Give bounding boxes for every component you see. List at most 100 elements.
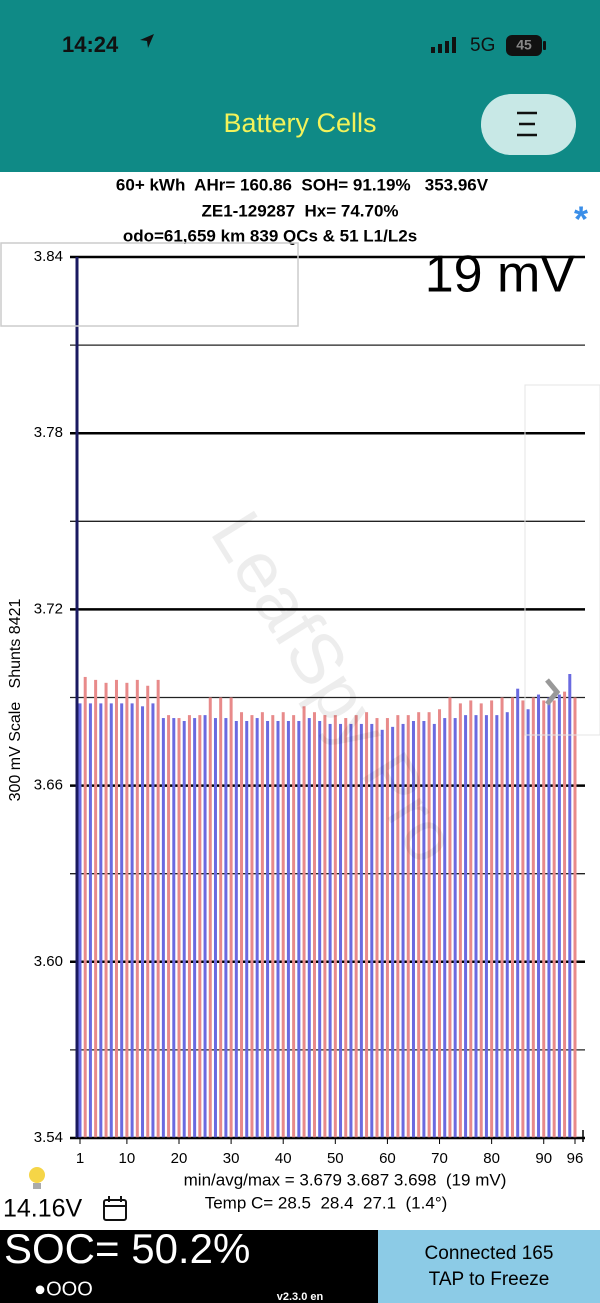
x-tick-label: 40 (275, 1150, 292, 1167)
version: v2.3.0 en (277, 1291, 324, 1303)
x-tick-label: 30 (223, 1150, 240, 1167)
spread-label: 19 mV (425, 246, 576, 304)
x-tick-label: 70 (431, 1150, 448, 1167)
bar (375, 718, 379, 1138)
bar (302, 706, 306, 1138)
bar (469, 700, 473, 1138)
bar (83, 676, 87, 1138)
bar (130, 703, 134, 1138)
chart: 3.54 3.60 3.66 3.72 3.78 3.84 1 10 20 30 40 50 60 70 8… (34, 248, 585, 1167)
bar (109, 703, 113, 1138)
bar (260, 712, 264, 1138)
bar (448, 697, 452, 1138)
bar (213, 718, 217, 1138)
bar (505, 712, 509, 1138)
signal-icon (431, 37, 456, 53)
bar (271, 715, 275, 1138)
bar (245, 720, 249, 1138)
bar (99, 703, 103, 1138)
bar (406, 715, 410, 1138)
menu-button[interactable] (481, 94, 576, 155)
bar (557, 694, 561, 1138)
bar (318, 720, 322, 1138)
bar (312, 712, 316, 1138)
bar (359, 723, 363, 1138)
bar (510, 697, 514, 1138)
bar (167, 715, 171, 1138)
bar (542, 700, 546, 1138)
bar (125, 682, 129, 1138)
bar (464, 715, 468, 1138)
freeze-button[interactable] (378, 1230, 600, 1303)
stats-temp: Temp C= 28.5 28.4 27.1 (1.4°) (205, 1193, 448, 1212)
next-arrow[interactable] (545, 678, 561, 706)
bar (193, 718, 197, 1138)
bar (568, 674, 572, 1138)
bar (370, 723, 374, 1138)
bar (479, 703, 483, 1138)
bar (365, 712, 369, 1138)
bar (78, 703, 82, 1138)
bar (234, 720, 238, 1138)
bar (114, 679, 118, 1138)
bar (422, 720, 426, 1138)
connection-status: Connected 165 (425, 1243, 554, 1264)
bar (411, 720, 415, 1138)
bar (104, 682, 108, 1138)
bar (141, 706, 145, 1138)
x-tick-label: 10 (119, 1150, 136, 1167)
freeze-label[interactable]: TAP to Freeze (429, 1269, 550, 1290)
bar (297, 720, 301, 1138)
bar (146, 685, 150, 1138)
status-time: 14:24 (62, 32, 119, 57)
x-tick-label: 50 (327, 1150, 344, 1167)
bar (229, 697, 233, 1138)
bulb-icon (29, 1167, 45, 1189)
bar (219, 697, 223, 1138)
bar (474, 715, 478, 1138)
bar (526, 709, 530, 1138)
bar (453, 718, 457, 1138)
aux-voltage: 14.16V (3, 1195, 83, 1223)
bar (380, 729, 384, 1138)
bar (240, 712, 244, 1138)
bar (172, 718, 176, 1138)
bar (443, 718, 447, 1138)
y-tick-label: 3.60 (34, 953, 63, 970)
bar (323, 715, 327, 1138)
info-line: 60+ kWh AHr= 160.86 SOH= 91.19% 353.96V (116, 175, 489, 194)
bar (484, 715, 488, 1138)
bar (161, 718, 165, 1138)
soc-value: SOC= 50.2% (4, 1225, 250, 1272)
status-battery: 45 (516, 37, 532, 53)
bar (385, 718, 389, 1138)
bar (135, 679, 139, 1138)
x-tick-label: 96 (567, 1150, 584, 1167)
bar (250, 715, 254, 1138)
bar (182, 720, 186, 1138)
bar (224, 718, 228, 1138)
x-tick-label: 1 (76, 1150, 84, 1167)
info-line: odo=61,659 km 839 QCs & 51 L1/L2s (123, 226, 417, 245)
bar (333, 715, 337, 1138)
soc-panel (0, 1230, 378, 1303)
overlay-box (0, 242, 299, 327)
bar (339, 723, 343, 1138)
bar (521, 700, 525, 1138)
bar (547, 697, 551, 1138)
y-tick-label: 3.78 (34, 424, 63, 441)
bar (438, 709, 442, 1138)
info-line: ZE1-129287 Hx= 74.70% (201, 201, 398, 220)
bar (203, 715, 207, 1138)
bar (396, 715, 400, 1138)
y-tick-label: 3.66 (34, 777, 63, 794)
bar (573, 697, 577, 1138)
bar (563, 691, 567, 1138)
bar (286, 720, 290, 1138)
y-tick-label: 3.72 (34, 600, 63, 617)
bar (94, 679, 98, 1138)
bar (427, 712, 431, 1138)
bar (177, 718, 181, 1138)
